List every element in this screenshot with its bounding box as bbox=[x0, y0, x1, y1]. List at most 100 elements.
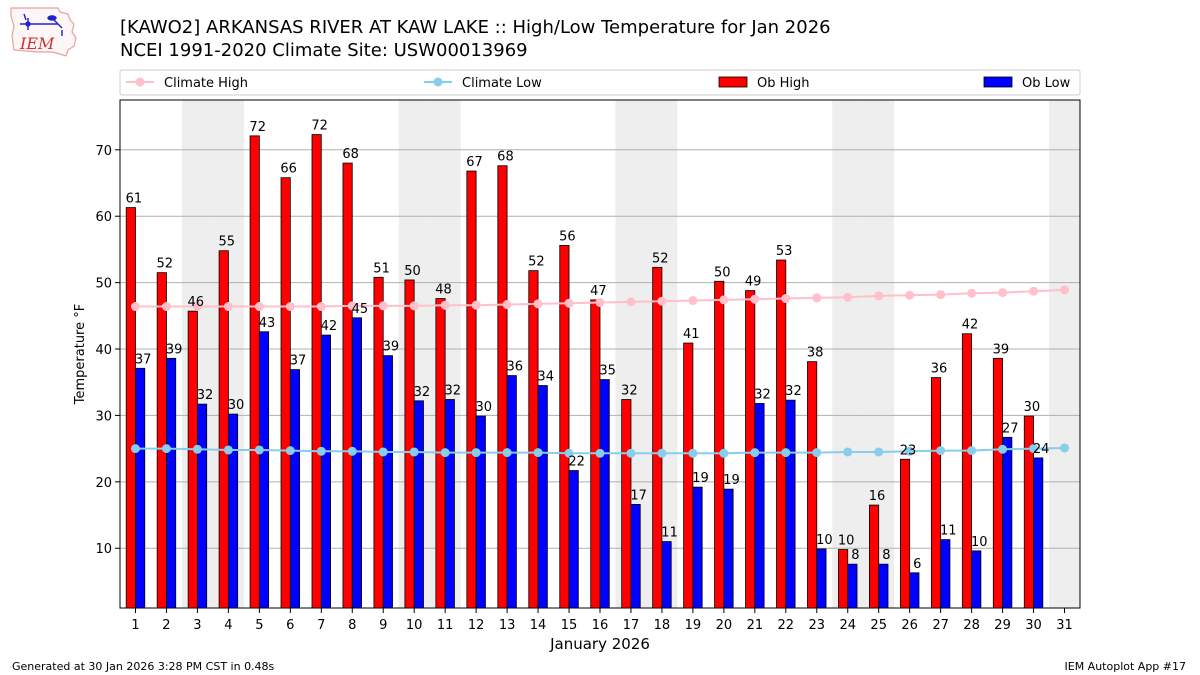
ob-low-bar bbox=[320, 334, 331, 609]
ob-high-bar bbox=[497, 165, 508, 609]
legend-climate-high-marker bbox=[135, 77, 145, 87]
climate-low-point bbox=[471, 448, 481, 458]
ob-high-label: 49 bbox=[745, 275, 762, 290]
y-tick-label: 70 bbox=[95, 144, 112, 159]
climate-high-point bbox=[502, 300, 512, 310]
x-tick-label: 8 bbox=[348, 618, 356, 633]
ob-high-bar bbox=[776, 259, 787, 609]
ob-low-label: 11 bbox=[940, 524, 957, 539]
chart-subtitle: NCEI 1991-2020 Climate Site: USW00013969 bbox=[120, 40, 528, 61]
weekend-shading bbox=[181, 100, 1080, 608]
x-axis-label: January 2026 bbox=[549, 635, 650, 653]
ob-low-bar bbox=[1033, 457, 1044, 609]
ob-high-label: 51 bbox=[373, 261, 390, 276]
ob-high-label: 67 bbox=[466, 155, 483, 170]
climate-high-point bbox=[347, 301, 357, 311]
x-tick-label: 17 bbox=[623, 618, 640, 633]
ob-high-bar bbox=[373, 276, 384, 609]
legend-ob-low-swatch bbox=[983, 76, 1013, 88]
ob-low-label: 30 bbox=[476, 400, 493, 415]
climate-high-point bbox=[440, 300, 450, 310]
ob-low-bar bbox=[723, 488, 734, 609]
x-tick-label: 9 bbox=[379, 618, 387, 633]
climate-high-point bbox=[533, 299, 543, 309]
climate-high-point bbox=[967, 288, 977, 298]
climate-low-point bbox=[936, 446, 946, 456]
climate-low-point bbox=[564, 448, 574, 458]
climate-low-point bbox=[223, 445, 233, 455]
x-tick-label: 4 bbox=[224, 618, 232, 633]
ob-low-label: 32 bbox=[445, 383, 462, 398]
x-tick-label: 23 bbox=[809, 618, 826, 633]
climate-high-point bbox=[223, 302, 233, 312]
ob-low-bar bbox=[444, 399, 455, 609]
ob-high-bar bbox=[869, 504, 880, 609]
ob-low-label: 27 bbox=[1002, 421, 1019, 436]
ob-low-bar bbox=[537, 385, 548, 609]
x-tick-label: 21 bbox=[747, 618, 764, 633]
climate-high-point bbox=[316, 302, 326, 312]
climate-low-point bbox=[812, 448, 822, 458]
ob-low-label: 6 bbox=[913, 557, 921, 572]
ob-low-bar bbox=[692, 486, 703, 609]
ob-high-label: 48 bbox=[435, 283, 452, 298]
x-tick-label: 24 bbox=[839, 618, 856, 633]
ob-low-bar bbox=[166, 357, 177, 609]
climate-low-point bbox=[502, 448, 512, 458]
x-tick-label: 28 bbox=[963, 618, 980, 633]
climate-low-point bbox=[998, 444, 1008, 454]
ob-low-label: 36 bbox=[506, 360, 523, 375]
x-tick-label: 22 bbox=[778, 618, 795, 633]
climate-high-point bbox=[874, 291, 884, 301]
x-tick-label: 6 bbox=[286, 618, 294, 633]
climate-low-point bbox=[688, 448, 698, 458]
y-tick-label: 30 bbox=[95, 409, 112, 424]
x-tick-label: 3 bbox=[193, 618, 201, 633]
climate-low-point bbox=[781, 448, 791, 458]
ob-high-label: 39 bbox=[993, 342, 1010, 357]
ob-low-bar bbox=[413, 400, 424, 609]
x-tick-label: 16 bbox=[592, 618, 609, 633]
ob-high-label: 55 bbox=[218, 235, 235, 250]
ob-low-label: 39 bbox=[383, 340, 400, 355]
ob-high-label: 52 bbox=[157, 257, 174, 272]
x-tick-label: 29 bbox=[994, 618, 1011, 633]
ob-low-bar bbox=[135, 367, 146, 609]
x-tick-label: 25 bbox=[870, 618, 887, 633]
climate-lines bbox=[130, 285, 1070, 458]
ob-low-label: 37 bbox=[290, 354, 307, 369]
ob-low-label: 43 bbox=[259, 316, 276, 331]
climate-high-point bbox=[905, 290, 915, 300]
climate-high-point bbox=[719, 295, 729, 305]
ob-low-bar bbox=[475, 415, 486, 609]
ob-high-bar bbox=[311, 134, 322, 609]
ob-high-label: 68 bbox=[497, 150, 514, 165]
x-tick-label: 26 bbox=[901, 618, 918, 633]
climate-high-point bbox=[688, 296, 698, 306]
ob-low-label: 17 bbox=[630, 488, 647, 503]
climate-low-point bbox=[533, 448, 543, 458]
ob-high-label: 30 bbox=[1024, 400, 1041, 415]
ob-low-bar bbox=[1002, 436, 1013, 609]
ob-high-label: 42 bbox=[962, 318, 979, 333]
ob-low-label: 32 bbox=[785, 384, 802, 399]
legend: Climate High Climate Low Ob High Ob Low bbox=[119, 69, 1081, 96]
legend-ob-high: Ob High bbox=[718, 76, 810, 91]
ob-high-label: 50 bbox=[404, 264, 421, 279]
ob-high-bar bbox=[652, 266, 663, 609]
ob-low-label: 8 bbox=[851, 548, 859, 563]
legend-climate-high: Climate High bbox=[126, 76, 248, 91]
climate-low-point bbox=[254, 445, 264, 455]
ob-high-bar bbox=[621, 399, 632, 609]
climate-high-point bbox=[1029, 286, 1039, 296]
climate-low-point bbox=[719, 448, 729, 458]
ob-low-bar bbox=[785, 399, 796, 609]
y-tick-label: 40 bbox=[95, 343, 112, 358]
legend-ob-low-label: Ob Low bbox=[1022, 76, 1071, 91]
ob-low-bar bbox=[940, 539, 951, 609]
ob-low-label: 11 bbox=[661, 526, 678, 541]
ob-high-bar bbox=[714, 280, 725, 609]
